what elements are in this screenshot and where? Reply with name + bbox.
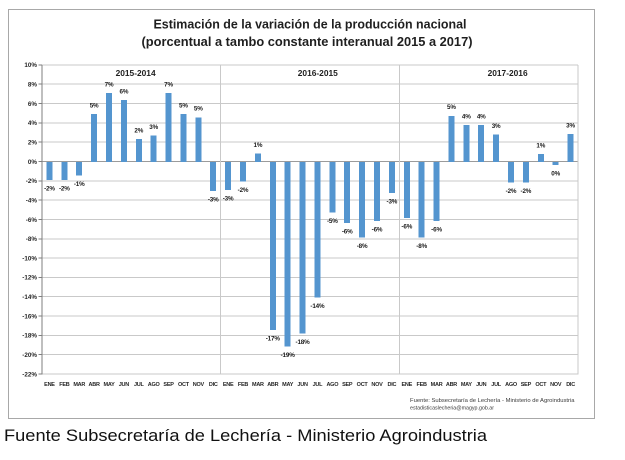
svg-text:4%: 4% [477, 113, 486, 120]
svg-text:-2%: -2% [521, 188, 532, 195]
svg-text:-4%: -4% [26, 197, 38, 204]
svg-text:-14%: -14% [310, 303, 325, 310]
svg-text:MAY: MAY [104, 382, 116, 388]
svg-text:2015-2014: 2015-2014 [116, 68, 156, 78]
svg-text:1%: 1% [253, 142, 262, 149]
svg-text:-22%: -22% [22, 371, 37, 378]
svg-text:FEB: FEB [238, 382, 249, 388]
svg-text:SEP: SEP [521, 382, 532, 388]
svg-text:NOV: NOV [371, 382, 383, 388]
svg-text:-2%: -2% [506, 188, 517, 195]
svg-text:AGO: AGO [326, 382, 339, 388]
svg-text:3%: 3% [492, 123, 501, 130]
svg-text:ENE: ENE [401, 382, 412, 388]
svg-text:DIC: DIC [388, 382, 397, 388]
svg-text:FEB: FEB [59, 382, 70, 388]
svg-text:10%: 10% [24, 62, 37, 69]
svg-text:-20%: -20% [22, 352, 37, 359]
svg-text:-18%: -18% [296, 339, 311, 346]
svg-text:2%: 2% [134, 127, 143, 134]
svg-text:MAY: MAY [282, 382, 294, 388]
svg-text:2017-2016: 2017-2016 [488, 68, 528, 78]
svg-text:-12%: -12% [22, 275, 37, 282]
svg-text:5%: 5% [90, 102, 99, 109]
svg-text:-19%: -19% [281, 352, 296, 359]
svg-text:5%: 5% [447, 104, 456, 111]
svg-text:-3%: -3% [387, 199, 398, 206]
svg-text:-2%: -2% [26, 178, 38, 185]
svg-text:3%: 3% [566, 123, 575, 130]
svg-text:1%: 1% [536, 142, 545, 149]
svg-text:4%: 4% [462, 113, 471, 120]
svg-text:-16%: -16% [22, 313, 37, 320]
svg-text:7%: 7% [164, 82, 173, 89]
svg-text:0%: 0% [28, 159, 38, 166]
svg-text:MAR: MAR [252, 382, 264, 388]
svg-text:-2%: -2% [59, 186, 70, 193]
svg-text:AGO: AGO [148, 382, 161, 388]
svg-text:ABR: ABR [267, 382, 278, 388]
svg-text:FEB: FEB [417, 382, 428, 388]
svg-text:-6%: -6% [26, 217, 38, 224]
svg-text:-8%: -8% [357, 243, 368, 250]
svg-text:MAR: MAR [73, 382, 85, 388]
svg-text:-1%: -1% [74, 181, 85, 188]
svg-text:estadisticaslecheria@magyp.gob: estadisticaslecheria@magyp.gob.ar [410, 406, 494, 412]
svg-text:JUL: JUL [491, 382, 502, 388]
svg-text:7%: 7% [105, 82, 114, 89]
svg-text:4%: 4% [28, 120, 38, 127]
svg-text:-5%: -5% [327, 218, 338, 225]
svg-text:JUL: JUL [134, 382, 145, 388]
svg-text:NOV: NOV [193, 382, 205, 388]
svg-text:-8%: -8% [416, 243, 427, 250]
svg-text:3%: 3% [149, 124, 158, 131]
svg-text:DIC: DIC [566, 382, 575, 388]
svg-text:-18%: -18% [22, 333, 37, 340]
svg-text:OCT: OCT [357, 382, 369, 388]
svg-text:-6%: -6% [401, 224, 412, 231]
svg-text:OCT: OCT [178, 382, 190, 388]
svg-text:-17%: -17% [266, 335, 281, 342]
svg-text:SEP: SEP [163, 382, 174, 388]
svg-text:ENE: ENE [223, 382, 234, 388]
svg-text:JUN: JUN [297, 382, 308, 388]
svg-text:ENE: ENE [44, 382, 55, 388]
svg-text:SEP: SEP [342, 382, 353, 388]
svg-text:-2%: -2% [238, 187, 249, 194]
svg-text:JUN: JUN [476, 382, 487, 388]
svg-text:2%: 2% [28, 139, 38, 146]
svg-text:-14%: -14% [22, 294, 37, 301]
svg-text:DIC: DIC [209, 382, 218, 388]
svg-text:-3%: -3% [223, 196, 234, 203]
svg-text:5%: 5% [179, 102, 188, 109]
svg-text:ABR: ABR [446, 382, 457, 388]
svg-text:5%: 5% [194, 106, 203, 113]
svg-text:Fuente: Subsecretaría de Leche: Fuente: Subsecretaría de Lechería - Mini… [410, 398, 575, 404]
svg-text:6%: 6% [28, 101, 38, 108]
svg-text:JUL: JUL [313, 382, 324, 388]
svg-text:0%: 0% [551, 170, 560, 177]
svg-text:JUN: JUN [119, 382, 130, 388]
svg-text:OCT: OCT [535, 382, 547, 388]
svg-text:AGO: AGO [505, 382, 518, 388]
svg-text:8%: 8% [28, 82, 38, 89]
svg-text:MAR: MAR [431, 382, 443, 388]
svg-text:-6%: -6% [372, 227, 383, 234]
svg-text:NOV: NOV [550, 382, 562, 388]
svg-text:Estimación de la variación de: Estimación de la variación de la producc… [154, 17, 467, 32]
svg-text:6%: 6% [119, 88, 128, 95]
svg-text:ABR: ABR [89, 382, 100, 388]
svg-text:2016-2015: 2016-2015 [298, 68, 338, 78]
svg-text:-3%: -3% [208, 197, 219, 204]
svg-text:-2%: -2% [44, 186, 55, 193]
svg-text:-10%: -10% [22, 255, 37, 262]
svg-text:Fuente Subsecretaría de Lecher: Fuente Subsecretaría de Lechería - Minis… [4, 427, 488, 445]
svg-text:-6%: -6% [431, 227, 442, 234]
svg-text:-6%: -6% [342, 229, 353, 236]
svg-text:(porcentual a tambo constante: (porcentual a tambo constante interanual… [142, 34, 473, 49]
svg-text:-8%: -8% [26, 236, 38, 243]
svg-text:MAY: MAY [461, 382, 473, 388]
